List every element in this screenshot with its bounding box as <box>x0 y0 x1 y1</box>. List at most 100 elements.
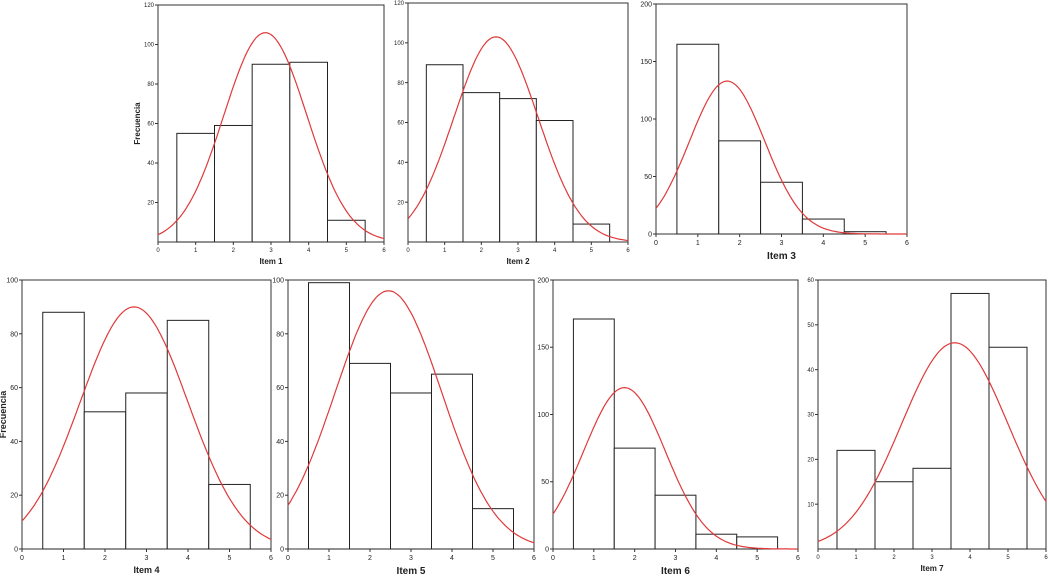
x-tick-label: 2 <box>892 555 896 561</box>
x-tick-label: 0 <box>286 555 290 562</box>
histogram-bar <box>718 140 762 235</box>
x-tick-label: 0 <box>20 555 24 562</box>
x-tick-label: 4 <box>307 248 311 254</box>
x-tick-label: 1 <box>854 555 858 561</box>
histogram-bar <box>308 282 350 550</box>
x-tick-label: 5 <box>228 555 232 562</box>
x-tick-label: 0 <box>654 240 658 247</box>
y-tick-label: 150 <box>640 59 652 66</box>
y-tick-label: 40 <box>10 439 18 446</box>
histogram-bar <box>676 43 720 235</box>
histogram-bar <box>425 64 464 243</box>
x-axis-label: Item 2 <box>506 257 530 266</box>
x-tick-label: 0 <box>156 248 160 254</box>
y-tick-label: 60 <box>397 121 404 127</box>
histogram-bar <box>572 318 615 550</box>
y-tick-label: 40 <box>276 439 284 446</box>
histogram-bar <box>166 319 210 550</box>
x-tick-label: 5 <box>1006 555 1010 561</box>
y-tick-label: 200 <box>640 1 652 8</box>
y-tick-label: 100 <box>394 41 405 47</box>
x-tick-label: 4 <box>968 555 972 561</box>
y-tick-label: 60 <box>807 278 814 284</box>
x-axis-label: Item 5 <box>397 566 426 577</box>
histogram-bar <box>912 467 952 550</box>
y-axis-label: Frecuencia <box>133 102 142 145</box>
normal-curve <box>21 306 272 540</box>
x-tick-label: 5 <box>590 248 594 254</box>
x-tick-label: 6 <box>1044 555 1048 561</box>
histogram-item-3: 0 1 2 3 4 5 6 0 50 100 150 200 Item 3 <box>640 1 909 262</box>
x-tick-label: 1 <box>696 240 700 247</box>
x-tick-label: 1 <box>592 555 596 562</box>
histogram-bar <box>125 392 168 550</box>
x-tick-label: 5 <box>755 555 759 562</box>
y-tick-label: 30 <box>807 413 814 419</box>
x-tick-label: 3 <box>516 248 520 254</box>
x-tick-label: 2 <box>103 555 107 562</box>
y-tick-label: 200 <box>537 277 549 284</box>
y-tick-label: 120 <box>144 3 155 9</box>
histogram-bar <box>349 362 391 550</box>
histogram-bar <box>208 483 251 550</box>
x-tick-label: 0 <box>551 555 555 562</box>
normal-curve <box>552 386 798 550</box>
y-tick-label: 80 <box>10 331 18 338</box>
normal-curve <box>655 80 907 235</box>
y-tick-label: 0 <box>648 231 652 238</box>
x-axis-label: Item 7 <box>920 564 944 573</box>
x-tick-label: 6 <box>269 555 273 562</box>
y-tick-label: 60 <box>147 122 154 128</box>
histogram-bar <box>472 508 514 550</box>
histogram-item-2: 0 1 2 3 4 5 6 20 40 60 80 100 120 Item 2 <box>394 1 630 266</box>
y-tick-label: 40 <box>147 161 154 167</box>
x-tick-label: 1 <box>62 555 66 562</box>
histogram-bar <box>654 494 697 550</box>
histogram-bar <box>289 61 329 243</box>
x-tick-label: 2 <box>368 555 372 562</box>
histogram-bar <box>390 392 432 550</box>
y-tick-label: 80 <box>276 331 284 338</box>
histogram-bar <box>950 292 990 550</box>
y-tick-label: 20 <box>807 457 814 463</box>
x-tick-label: 3 <box>145 555 149 562</box>
y-tick-label: 10 <box>807 502 814 508</box>
x-tick-label: 5 <box>345 248 349 254</box>
y-tick-label: 100 <box>272 277 284 284</box>
y-tick-label: 150 <box>537 345 549 352</box>
x-tick-label: 2 <box>232 248 236 254</box>
histogram-bar <box>760 181 803 235</box>
y-tick-label: 120 <box>394 1 405 7</box>
x-tick-label: 3 <box>409 555 413 562</box>
x-tick-label: 4 <box>450 555 454 562</box>
histogram-bar <box>499 98 537 243</box>
x-tick-label: 2 <box>633 555 637 562</box>
x-tick-label: 6 <box>382 248 386 254</box>
histogram-bar <box>836 449 876 550</box>
y-tick-label: 0 <box>280 546 284 553</box>
y-tick-label: 40 <box>397 160 404 166</box>
x-tick-label: 4 <box>186 555 190 562</box>
histogram-bar <box>988 346 1028 550</box>
x-tick-label: 1 <box>327 555 331 562</box>
x-tick-label: 0 <box>406 248 410 254</box>
x-tick-label: 0 <box>816 555 820 561</box>
y-tick-label: 100 <box>6 277 18 284</box>
x-tick-label: 6 <box>905 240 909 247</box>
x-tick-label: 1 <box>443 248 447 254</box>
y-tick-label: 0 <box>545 546 549 553</box>
histogram-bar <box>83 411 127 550</box>
x-tick-label: 2 <box>738 240 742 247</box>
y-tick-label: 40 <box>807 368 814 374</box>
x-tick-label: 3 <box>674 555 678 562</box>
x-tick-label: 2 <box>480 248 484 254</box>
x-tick-label: 3 <box>269 248 273 254</box>
x-tick-label: 4 <box>821 240 825 247</box>
histogram-item-6: 0 1 2 3 4 5 6 0 50 100 150 200 Item 6 <box>537 277 800 577</box>
normal-curve <box>157 32 385 240</box>
y-tick-label: 20 <box>397 200 404 206</box>
y-axis-label: Frecuencia <box>0 390 8 439</box>
y-tick-label: 50 <box>807 323 814 329</box>
